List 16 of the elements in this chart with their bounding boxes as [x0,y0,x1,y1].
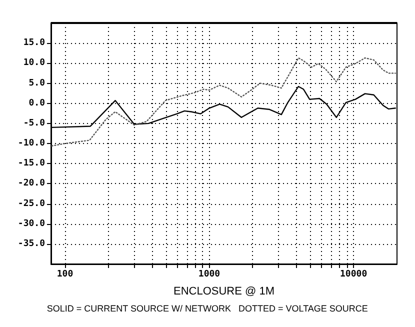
x-tick-label: 100 [56,270,74,280]
y-tick-label: -15.0 [18,158,45,169]
y-tick-label: 5.0 [28,78,45,88]
x-axis-title: ENCLOSURE @ 1M [173,286,275,298]
y-tick-label: 15.0 [23,38,45,48]
text: SOLID = CURRENT SOURCE W/ NETWORK DOTTED = VOLTAGE SOURCE [46,304,368,314]
y-tick-label: -25.0 [18,198,45,209]
y-tick-label: -20.0 [18,178,45,189]
y-tick-label: -35.0 [18,238,45,249]
y-tick-label: -30.0 [18,218,45,229]
y-tick-label: -5.0 [23,118,45,128]
y-tick-label: 10.0 [23,58,45,68]
x-tick-label: 1000 [198,270,220,280]
y-tick-label: -10.0 [18,138,45,148]
y-tick-label: 0.0 [28,98,45,108]
x-tick-label: 10000 [340,270,368,280]
